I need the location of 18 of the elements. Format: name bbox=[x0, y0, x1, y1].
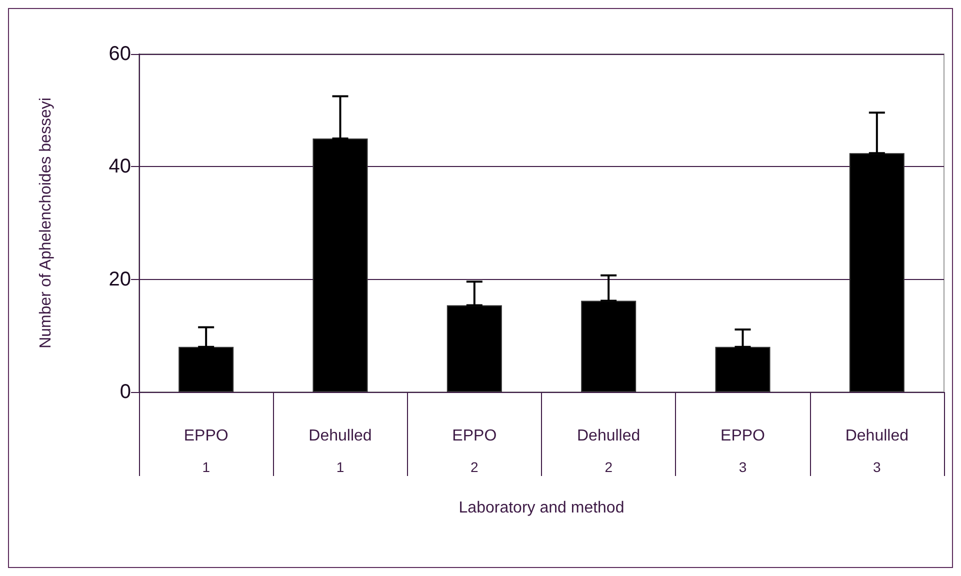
bar bbox=[178, 346, 234, 392]
x-tick-label: EPPO 3 bbox=[720, 428, 765, 475]
y-tick-label: 40 bbox=[108, 156, 131, 178]
x-tick-label: EPPO 2 bbox=[452, 428, 497, 475]
bar bbox=[849, 153, 904, 392]
y-tick-label: 60 bbox=[108, 43, 131, 65]
x-tick-label: EPPO 1 bbox=[184, 428, 228, 475]
x-tick-label: Dehulled 2 bbox=[577, 428, 640, 475]
bar bbox=[715, 346, 770, 392]
x-tick-label: Dehulled 1 bbox=[308, 428, 372, 475]
bar bbox=[446, 305, 502, 392]
x-tick-label: Dehulled 3 bbox=[845, 428, 908, 475]
y-tick-label: 20 bbox=[108, 268, 131, 290]
bar bbox=[581, 300, 636, 392]
x-axis-title: Laboratory and method bbox=[458, 500, 624, 516]
y-tick-label: 0 bbox=[120, 381, 131, 403]
y-axis-title: Number of Aphelenchoides besseyi bbox=[38, 98, 54, 348]
bar bbox=[312, 138, 368, 392]
